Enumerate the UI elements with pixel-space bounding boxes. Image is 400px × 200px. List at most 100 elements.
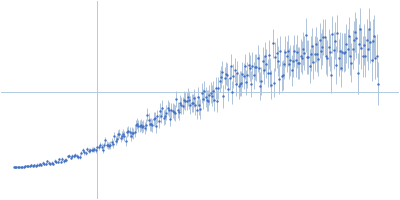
- Point: [87, 149, 93, 152]
- Point: [30, 164, 36, 167]
- Point: [131, 130, 138, 133]
- Point: [22, 164, 28, 167]
- Point: [34, 163, 40, 166]
- Point: [234, 72, 240, 75]
- Point: [314, 53, 320, 56]
- Point: [26, 164, 33, 168]
- Point: [322, 36, 328, 39]
- Point: [208, 91, 214, 94]
- Point: [187, 103, 194, 107]
- Point: [85, 149, 92, 152]
- Point: [248, 82, 254, 86]
- Point: [159, 106, 166, 109]
- Point: [108, 141, 115, 144]
- Point: [281, 63, 287, 66]
- Point: [252, 65, 258, 69]
- Point: [69, 154, 76, 157]
- Point: [181, 98, 187, 102]
- Point: [18, 165, 24, 168]
- Point: [101, 143, 107, 147]
- Point: [96, 146, 102, 149]
- Point: [315, 57, 322, 60]
- Point: [308, 52, 314, 55]
- Point: [225, 88, 232, 91]
- Point: [349, 48, 356, 51]
- Point: [273, 52, 280, 55]
- Point: [116, 132, 122, 135]
- Point: [313, 43, 319, 46]
- Point: [125, 129, 132, 132]
- Point: [365, 48, 371, 51]
- Point: [239, 73, 246, 76]
- Point: [253, 66, 260, 69]
- Point: [375, 82, 381, 85]
- Point: [90, 148, 96, 151]
- Point: [138, 123, 144, 126]
- Point: [329, 33, 336, 36]
- Point: [10, 165, 17, 168]
- Point: [136, 124, 143, 127]
- Point: [68, 156, 74, 159]
- Point: [41, 162, 48, 165]
- Point: [186, 99, 192, 102]
- Point: [25, 165, 32, 168]
- Point: [367, 40, 374, 44]
- Point: [343, 42, 350, 45]
- Point: [133, 124, 139, 127]
- Point: [94, 145, 101, 148]
- Point: [158, 114, 164, 118]
- Point: [351, 39, 357, 42]
- Point: [302, 33, 309, 36]
- Point: [71, 155, 77, 158]
- Point: [115, 133, 121, 136]
- Point: [249, 64, 256, 67]
- Point: [236, 82, 243, 85]
- Point: [144, 113, 150, 116]
- Point: [271, 81, 277, 84]
- Point: [374, 54, 380, 57]
- Point: [311, 52, 318, 55]
- Point: [226, 77, 233, 80]
- Point: [60, 160, 67, 163]
- Point: [111, 135, 118, 138]
- Point: [119, 134, 125, 137]
- Point: [358, 47, 365, 50]
- Point: [44, 160, 50, 163]
- Point: [201, 89, 208, 92]
- Point: [278, 74, 285, 78]
- Point: [121, 135, 128, 138]
- Point: [185, 95, 191, 98]
- Point: [356, 42, 362, 45]
- Point: [223, 72, 229, 75]
- Point: [98, 145, 105, 148]
- Point: [360, 55, 366, 58]
- Point: [211, 98, 218, 102]
- Point: [342, 50, 348, 54]
- Point: [344, 47, 351, 50]
- Point: [182, 99, 188, 103]
- Point: [196, 104, 202, 107]
- Point: [12, 166, 18, 169]
- Point: [224, 73, 230, 77]
- Point: [122, 139, 129, 142]
- Point: [194, 108, 200, 111]
- Point: [287, 59, 294, 62]
- Point: [277, 49, 284, 53]
- Point: [48, 161, 55, 164]
- Point: [76, 155, 83, 158]
- Point: [118, 136, 124, 140]
- Point: [163, 111, 170, 114]
- Point: [210, 90, 216, 93]
- Point: [62, 158, 68, 161]
- Point: [38, 164, 45, 167]
- Point: [361, 43, 367, 46]
- Point: [148, 123, 154, 126]
- Point: [233, 83, 239, 86]
- Point: [178, 104, 185, 107]
- Point: [205, 99, 211, 102]
- Point: [16, 165, 22, 169]
- Point: [19, 165, 26, 168]
- Point: [230, 74, 237, 77]
- Point: [135, 124, 142, 128]
- Point: [146, 123, 153, 126]
